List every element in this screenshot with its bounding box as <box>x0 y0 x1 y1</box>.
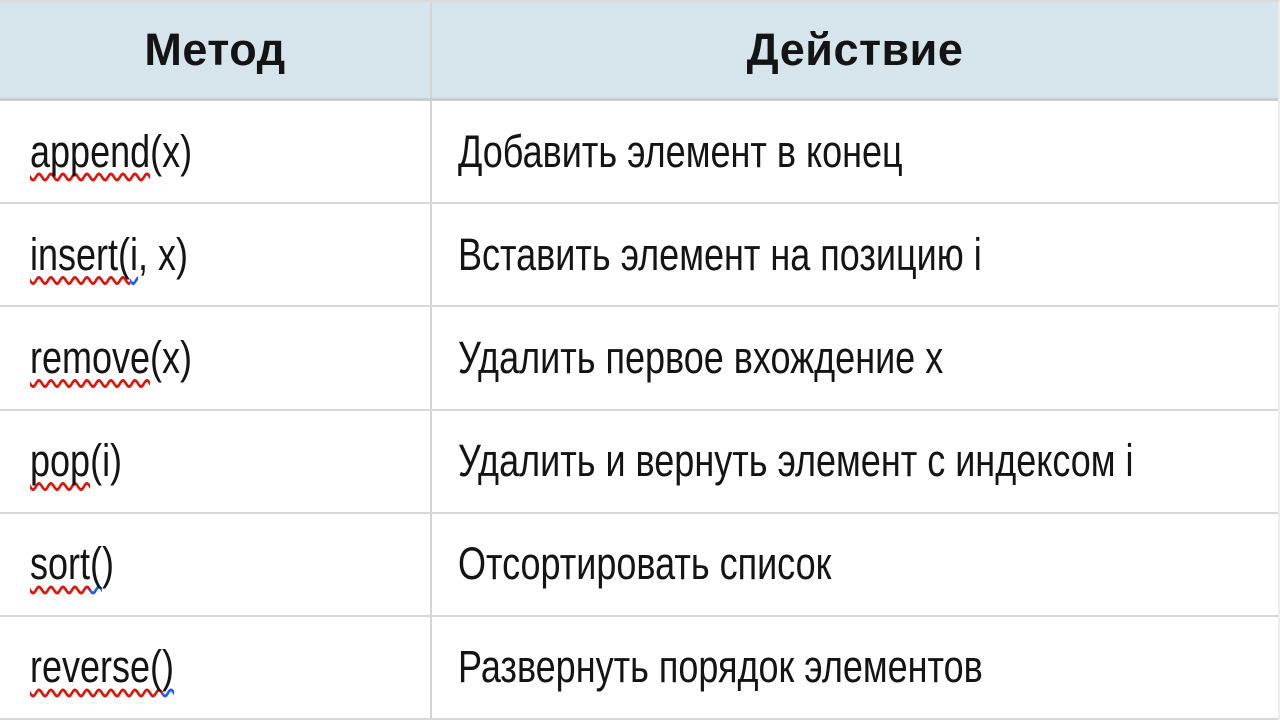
method-cell: insert(i, x) <box>0 204 430 305</box>
method-plain-part: , x) <box>138 228 189 280</box>
method-cell: remove(x) <box>0 307 430 408</box>
header-cell-action: Действие <box>430 2 1278 98</box>
table-header-row: Метод Действие <box>0 2 1278 101</box>
action-text: Отсортировать список <box>458 538 832 590</box>
method-name: insert(i, x) <box>30 229 188 281</box>
method-name: pop(i) <box>30 435 122 487</box>
method-red-squiggle-part: insert( <box>30 228 131 280</box>
method-cell: sort() <box>0 514 430 615</box>
method-blue-squiggle-part: i <box>130 228 139 280</box>
method-cell: append(x) <box>0 101 430 202</box>
method-cell: pop(i) <box>0 411 430 512</box>
action-text: Удалить первое вхождение x <box>458 331 944 383</box>
table-row: sort() Отсортировать список <box>0 513 1278 617</box>
method-plain-part: (i) <box>90 435 123 487</box>
action-cell: Удалить первое вхождение x <box>430 307 1278 409</box>
method-name: reverse() <box>30 641 174 693</box>
action-cell: Отсортировать список <box>430 513 1278 615</box>
method-red-squiggle-part: sort <box>30 538 91 590</box>
method-plain-part: (x) <box>150 125 193 177</box>
action-text: Удалить и вернуть элемент с индексом i <box>458 435 1134 487</box>
method-cell: reverse() <box>0 617 430 718</box>
method-name: remove(x) <box>30 332 192 384</box>
table-row: insert(i, x) Вставить элемент на позицию… <box>0 204 1278 308</box>
table-row: reverse() Развернуть порядок элементов <box>0 616 1278 720</box>
table-row: append(x) Добавить элемент в конец <box>0 101 1278 205</box>
action-text: Вставить элемент на позицию i <box>458 228 982 280</box>
table-row: remove(x) Удалить первое вхождение x <box>0 307 1278 411</box>
method-red-squiggle-part: pop <box>30 435 91 487</box>
action-text: Добавить элемент в конец <box>458 125 903 177</box>
method-plain-part: (x) <box>150 331 193 383</box>
method-name: sort() <box>30 538 114 590</box>
method-plain-part: ) <box>102 538 115 590</box>
method-red-squiggle-part: remove <box>30 331 151 383</box>
header-action-label: Действие <box>746 24 964 75</box>
header-method-label: Метод <box>144 24 286 75</box>
action-cell: Вставить элемент на позицию i <box>430 204 1278 306</box>
header-cell-method: Метод <box>0 2 430 98</box>
method-name: append(x) <box>30 126 192 178</box>
table-row: pop(i) Удалить и вернуть элемент с индек… <box>0 410 1280 514</box>
method-blue-squiggle-part: ) <box>162 641 175 693</box>
method-blue-squiggle-part: ( <box>90 538 103 590</box>
action-text: Развернуть порядок элементов <box>458 641 983 693</box>
method-red-squiggle-part: append <box>30 125 151 177</box>
action-cell: Развернуть порядок элементов <box>430 616 1278 719</box>
method-red-squiggle-part: reverse( <box>30 641 163 693</box>
action-cell: Удалить и вернуть элемент с индексом i <box>430 410 1280 512</box>
action-cell: Добавить элемент в конец <box>430 101 1278 203</box>
